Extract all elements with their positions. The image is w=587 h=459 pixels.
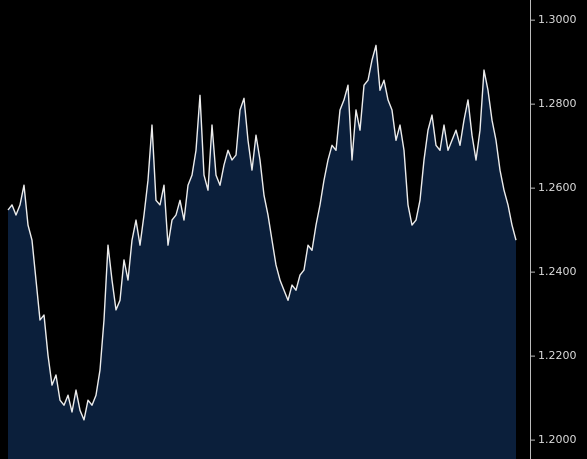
y-tick-label: 1.2200 xyxy=(538,349,577,362)
line xyxy=(7,44,517,421)
y-tick-label: 1.2000 xyxy=(538,433,577,446)
y-tick-label: 1.2400 xyxy=(538,265,577,278)
y-tick-label: 1.2800 xyxy=(538,97,577,110)
area-fill xyxy=(8,45,516,459)
y-tick-label: 1.3000 xyxy=(538,13,577,26)
y-tick-label: 1.2600 xyxy=(538,181,577,194)
